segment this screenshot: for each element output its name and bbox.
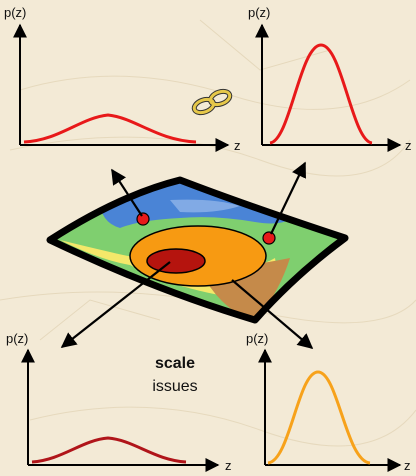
caption-scale: scale xyxy=(154,355,196,372)
caption-issues: issues xyxy=(152,378,198,395)
sample-point-green xyxy=(262,231,276,245)
x-axis-label: z xyxy=(405,138,412,153)
chain-link-icon xyxy=(191,88,233,116)
connector-arrows xyxy=(60,161,314,349)
distribution-curve xyxy=(267,370,371,465)
map-border xyxy=(46,176,349,324)
y-axis-label: p(z) xyxy=(4,5,26,20)
y-axis-label: p(z) xyxy=(246,331,268,346)
x-axis-label: z xyxy=(225,458,232,473)
dark-red-zone xyxy=(146,248,206,274)
distribution-curve xyxy=(23,113,197,144)
x-axis-label: z xyxy=(234,138,241,153)
x-axis-label: z xyxy=(404,458,411,473)
plot-bottom-right: p(z) z xyxy=(246,331,411,473)
y-axis-label: p(z) xyxy=(248,5,270,20)
plot-top-right: p(z) z xyxy=(248,5,412,153)
distribution-curve xyxy=(269,43,373,145)
plot-bottom-left: p(z) z xyxy=(6,331,232,473)
distribution-curve xyxy=(31,436,187,464)
plot-top-left: p(z) z xyxy=(4,5,241,153)
sample-point-blue xyxy=(136,212,150,226)
spatial-map xyxy=(46,176,349,324)
y-axis-label: p(z) xyxy=(6,331,28,346)
